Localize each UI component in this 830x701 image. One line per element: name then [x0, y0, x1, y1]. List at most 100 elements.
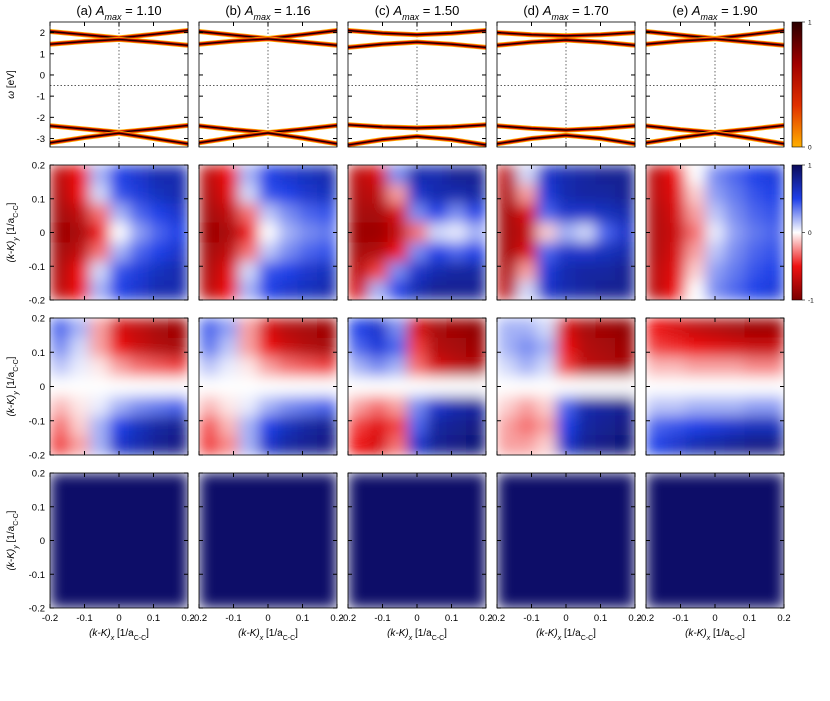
- heatmap-cell: [50, 415, 71, 436]
- heatmap-cell: [646, 415, 667, 436]
- heatmap-cell: [297, 280, 318, 300]
- x-tick-label: 0.2: [628, 613, 641, 624]
- heatmap-cell: [128, 222, 150, 243]
- label-part: [1/a: [6, 371, 17, 391]
- heatmap-cell: [128, 261, 150, 282]
- label-part: y: [13, 545, 20, 550]
- heatmap-cell: [466, 396, 486, 417]
- heatmap-cell: [665, 318, 686, 339]
- heatmap-cell: [199, 242, 220, 262]
- heatmap-cell: [705, 396, 726, 417]
- heatmap-cell: [685, 435, 706, 455]
- heatmap-cell: [615, 376, 635, 397]
- title-value: = 1.90: [721, 3, 758, 18]
- heatmap-cell: [407, 280, 428, 300]
- heatmap-cell: [168, 337, 188, 358]
- label-part: [1/a: [561, 628, 581, 639]
- heatmap-cell: [199, 415, 220, 436]
- heatmap-cell: [516, 318, 537, 339]
- label-part: ]: [593, 628, 596, 639]
- heatmap-cell: [168, 261, 188, 282]
- heatmap-cell: [705, 376, 726, 397]
- heatmap-cell: [575, 396, 597, 417]
- heatmap-cell: [724, 435, 746, 455]
- heatmap-cell: [595, 396, 616, 417]
- heatmap-cell: [50, 473, 188, 608]
- heatmap-cell: [724, 242, 746, 262]
- heatmap-cell: [317, 376, 337, 397]
- heatmap-cell: [446, 337, 467, 358]
- band-line: [496, 125, 636, 131]
- heatmap-cell: [764, 357, 784, 378]
- heatmap-cell: [646, 261, 667, 282]
- heatmap-cell: [297, 396, 318, 417]
- title-label: (b): [225, 3, 241, 18]
- heatmap-cell: [109, 337, 130, 358]
- heatmap-cell: [595, 318, 616, 339]
- heatmap-cell: [556, 203, 577, 224]
- heatmap-cell: [516, 337, 537, 358]
- heatmap-cell: [575, 415, 597, 436]
- heatmap-cell: [348, 203, 369, 224]
- heatmap-cell: [387, 318, 408, 339]
- heatmap-cell: [665, 222, 686, 243]
- heatmap-cell: [646, 222, 667, 243]
- panel-title: (d) Amax = 1.70: [523, 3, 608, 22]
- heatmap-cell: [685, 415, 706, 436]
- heatmap-cells: [50, 473, 188, 608]
- heatmap-cell: [575, 184, 597, 205]
- heatmap-cell: [89, 357, 110, 378]
- heatmap-cell: [497, 318, 518, 339]
- band-line: [198, 38, 338, 46]
- heatmap-cell: [218, 415, 239, 436]
- heatmap-cell: [426, 435, 448, 455]
- heatmap-cell: [426, 165, 448, 185]
- heatmap-cell: [575, 242, 597, 262]
- heatmap-cell: [426, 376, 448, 397]
- x-tick-label: -0.2: [638, 613, 654, 624]
- heatmap: [497, 165, 635, 300]
- heatmap-cell: [536, 357, 557, 378]
- heatmap-cell: [218, 184, 239, 205]
- heatmap-cell: [50, 396, 71, 417]
- heatmap-cell: [89, 184, 110, 205]
- label-part: ]: [444, 628, 447, 639]
- heatmap-cell: [575, 280, 597, 300]
- heatmap-cell: [426, 280, 448, 300]
- heatmap-cell: [724, 203, 746, 224]
- heatmap-cell: [446, 203, 467, 224]
- axis-label: ω [eV]: [6, 70, 17, 99]
- heatmap-cell: [69, 357, 90, 378]
- heatmap-cell: [575, 318, 597, 339]
- band-line: [496, 134, 636, 145]
- heatmap-cell: [764, 337, 784, 358]
- heatmap-cell: [615, 435, 635, 455]
- band-line: [49, 38, 189, 46]
- heatmap-cell: [168, 415, 188, 436]
- heatmap-cell: [407, 357, 428, 378]
- heatmap-cell: [128, 184, 150, 205]
- heatmap-cell: [556, 396, 577, 417]
- heatmap-cell: [744, 165, 765, 185]
- heatmap: [348, 165, 486, 300]
- heatmap-cell: [199, 357, 220, 378]
- label-part: x: [408, 635, 413, 642]
- x-tick-label: -0.2: [340, 613, 356, 624]
- heatmap-cell: [407, 203, 428, 224]
- heatmap-cell: [50, 318, 71, 339]
- heatmap-cell: [685, 280, 706, 300]
- heatmap-cell: [536, 337, 557, 358]
- band-line: [347, 41, 487, 49]
- axis-label: (k-K)x [1/aC-C]: [89, 628, 149, 642]
- heatmap-cell: [705, 203, 726, 224]
- heatmap-cell: [516, 376, 537, 397]
- heatmap-cell: [387, 435, 408, 455]
- heatmap-cell: [297, 222, 318, 243]
- heatmap: [646, 473, 784, 608]
- label-part: x: [110, 635, 115, 642]
- heatmap-cell: [317, 165, 337, 185]
- heatmap-cell: [646, 242, 667, 262]
- heatmap-cell: [297, 337, 318, 358]
- heatmap-cell: [109, 318, 130, 339]
- x-tick-label: 0.2: [330, 613, 343, 624]
